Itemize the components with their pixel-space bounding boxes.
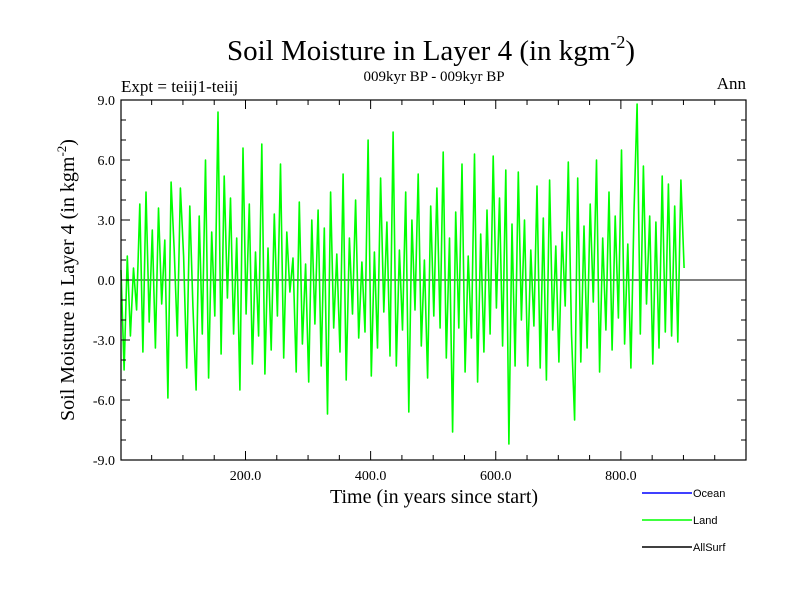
- y-tick-label: -6.0: [93, 394, 115, 409]
- legend-label-allsurf: AllSurf: [693, 542, 726, 554]
- x-tick-label: 800.0: [605, 469, 637, 484]
- y-tick-label: 6.0: [98, 154, 116, 169]
- x-tick-label: 600.0: [480, 469, 512, 484]
- y-tick-label: 0.0: [98, 274, 116, 289]
- legend-label-land: Land: [693, 515, 717, 527]
- y-tick-label: -3.0: [93, 334, 115, 349]
- y-tick-label: 3.0: [98, 214, 116, 229]
- y-ticks-group: -9.0 -6.0 -3.0 0.0 3.0 6.0 9.0: [93, 94, 746, 469]
- y-tick-label: -9.0: [93, 454, 115, 469]
- chart-title: Soil Moisture in Layer 4 (in kgm-2): [227, 32, 635, 67]
- y-axis-label: Soil Moisture in Layer 4 (in kgm-2): [54, 139, 79, 421]
- y-tick-label: 9.0: [98, 94, 116, 109]
- legend-label-ocean: Ocean: [693, 488, 725, 500]
- x-tick-label: 200.0: [230, 469, 262, 484]
- series-line-land: [120, 103, 685, 445]
- series-group: [120, 103, 685, 445]
- legend: Ocean Land AllSurf: [642, 488, 726, 554]
- x-axis-label: Time (in years since start): [330, 486, 538, 508]
- season-label: Ann: [717, 74, 747, 93]
- experiment-label: Expt = teiij1-teiij: [121, 77, 238, 96]
- x-tick-label: 400.0: [355, 469, 387, 484]
- x-ticks-group: 200.0 400.0 600.0 800.0: [151, 100, 716, 484]
- chart-subtitle: 009kyr BP - 009kyr BP: [363, 69, 504, 85]
